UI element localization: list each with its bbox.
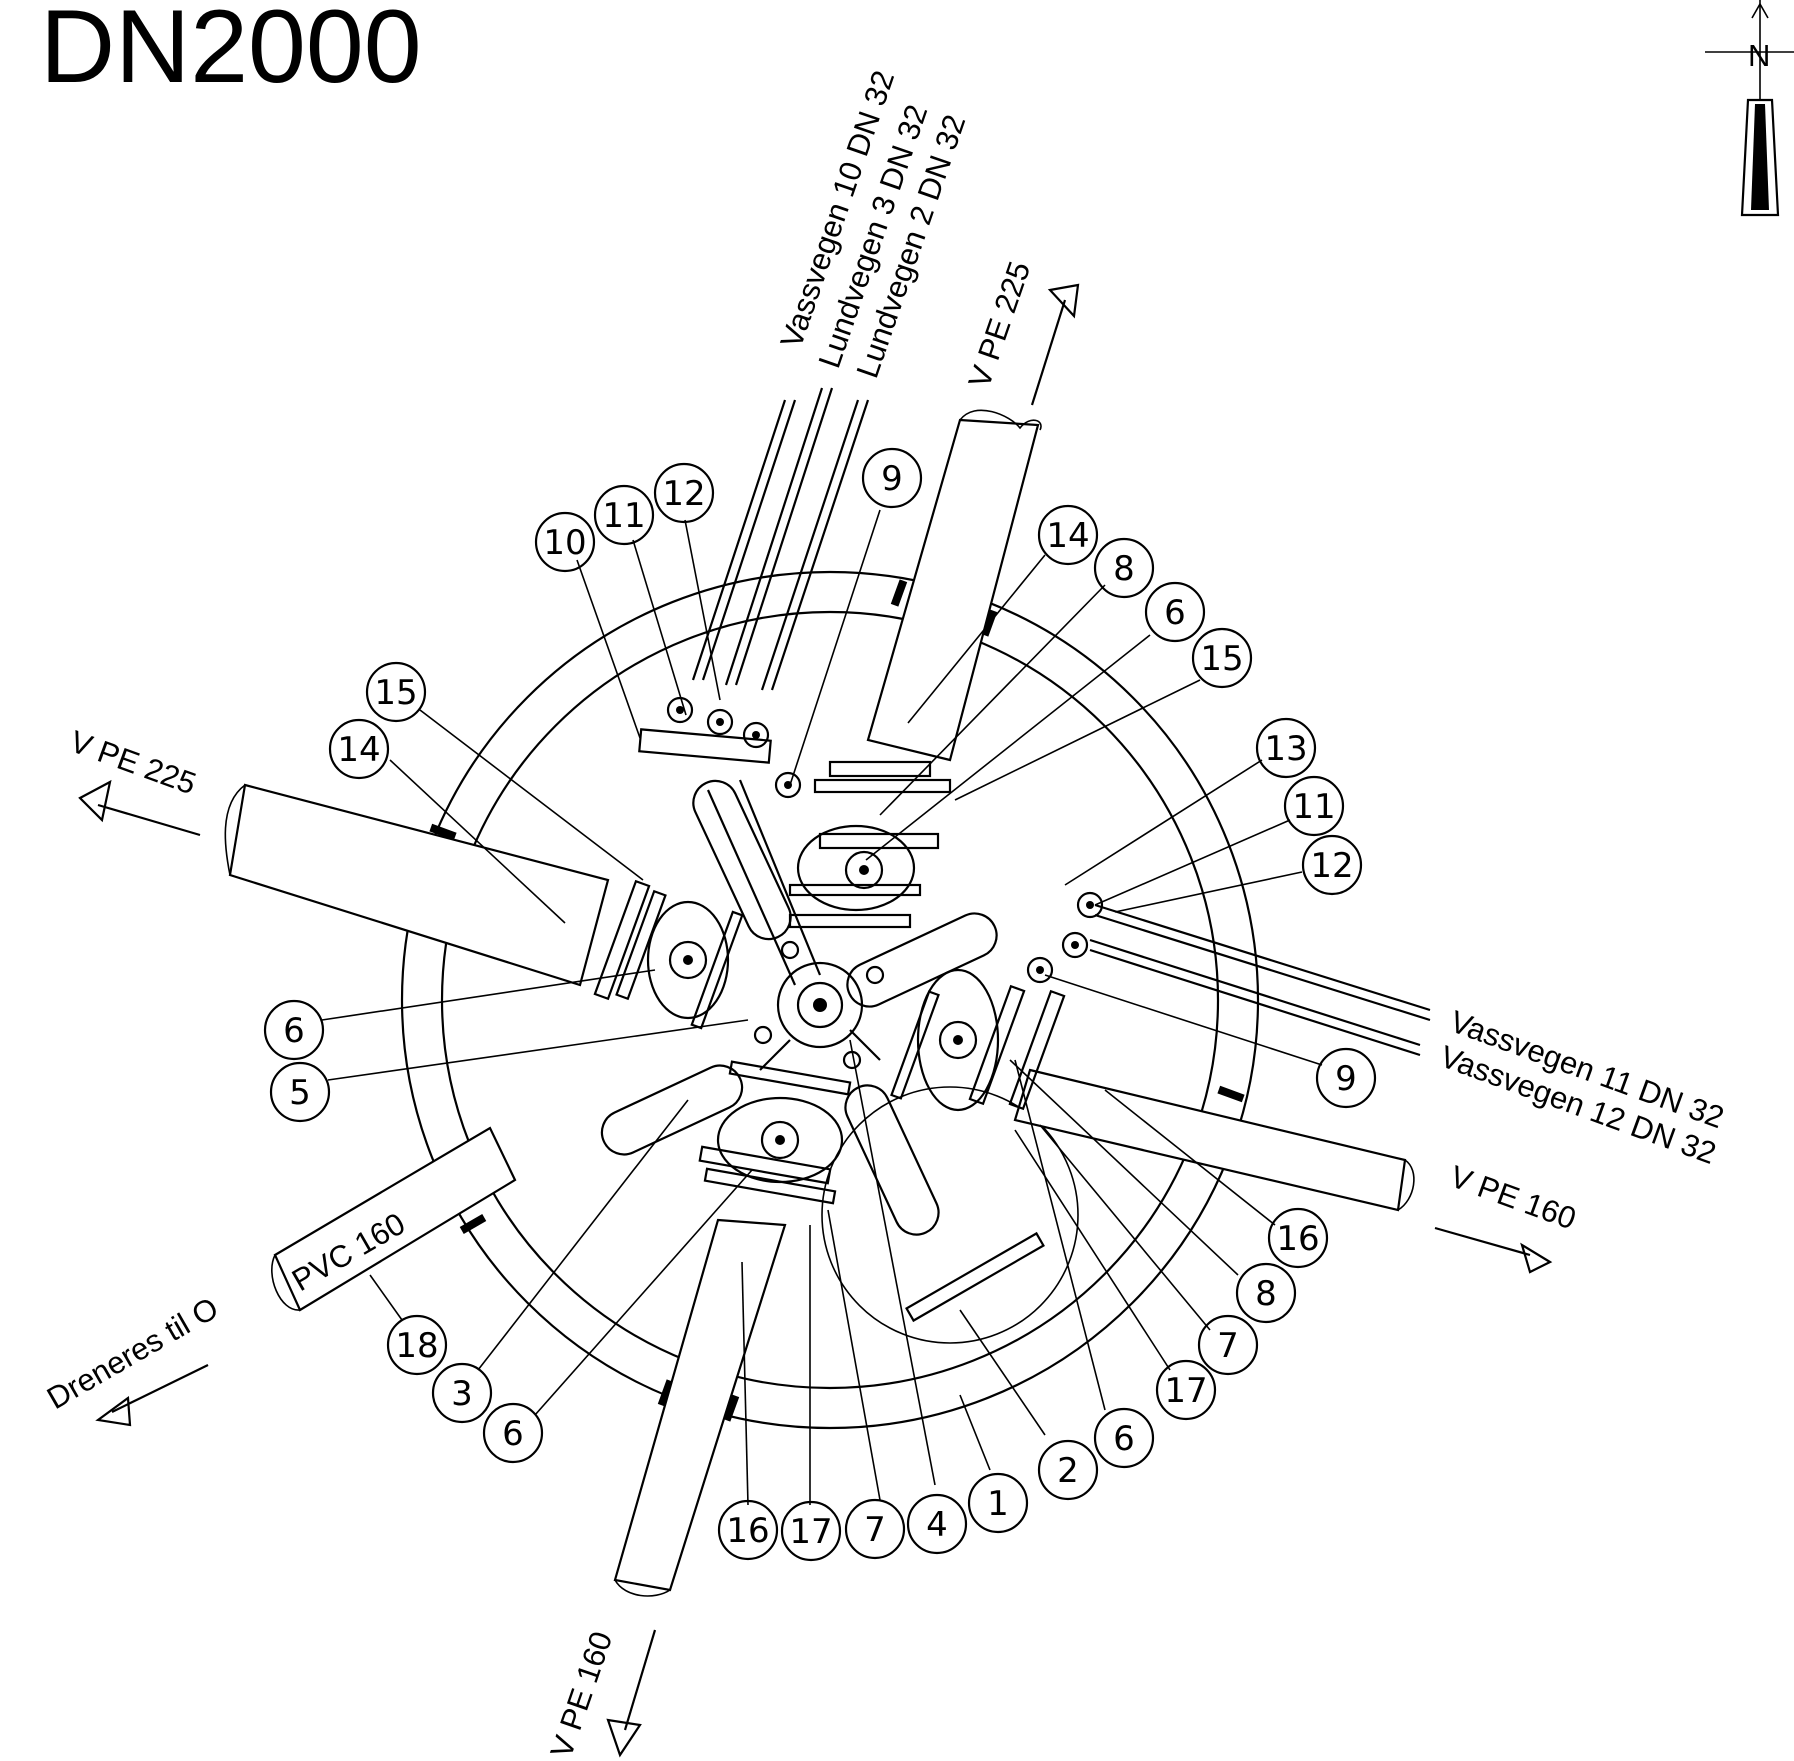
callout-18: 18 bbox=[386, 1314, 448, 1376]
central-hub bbox=[600, 779, 998, 1236]
callout-6-bottom-right: 6 bbox=[1093, 1407, 1155, 1469]
svg-text:14: 14 bbox=[1046, 516, 1089, 556]
svg-text:14: 14 bbox=[337, 730, 380, 770]
callout-17-right: 17 bbox=[1155, 1359, 1217, 1421]
north-letter: N bbox=[1748, 38, 1770, 73]
svg-text:2: 2 bbox=[1057, 1451, 1079, 1491]
label-vpe160-right: V PE 160 bbox=[1446, 1159, 1581, 1237]
label-vpe225-left: V PE 225 bbox=[66, 724, 201, 802]
drain-sump bbox=[905, 1231, 1045, 1323]
callout-6-left: 6 bbox=[263, 999, 325, 1061]
callout-7-bottom: 7 bbox=[844, 1498, 906, 1560]
callout-3: 3 bbox=[431, 1362, 493, 1424]
pipe-labels: Vassvegen 10 DN 32 Lundvegen 3 DN 32 Lun… bbox=[41, 66, 1729, 1761]
callout-8-top: 8 bbox=[1093, 537, 1155, 599]
callout-16-right: 16 bbox=[1267, 1207, 1329, 1269]
svg-text:9: 9 bbox=[1335, 1059, 1357, 1099]
svg-text:17: 17 bbox=[1164, 1371, 1207, 1411]
callout-leaders bbox=[321, 509, 1323, 1506]
callout-4: 4 bbox=[906, 1493, 968, 1555]
callout-5-left: 5 bbox=[269, 1061, 331, 1123]
callout-13-right: 13 bbox=[1255, 717, 1317, 779]
callout-9-top: 9 bbox=[861, 447, 923, 509]
svg-text:6: 6 bbox=[283, 1011, 305, 1051]
svg-text:18: 18 bbox=[395, 1326, 438, 1366]
callout-10-top: 10 bbox=[534, 511, 596, 573]
svg-text:17: 17 bbox=[789, 1512, 832, 1552]
callout-1: 1 bbox=[967, 1472, 1029, 1534]
svg-text:8: 8 bbox=[1255, 1274, 1277, 1314]
label-dreneres: Dreneres til O bbox=[41, 1290, 224, 1416]
drawing-title: DN2000 bbox=[40, 0, 422, 105]
callout-6-bottom-left: 6 bbox=[482, 1402, 544, 1464]
callout-9-right: 9 bbox=[1315, 1047, 1377, 1109]
svg-text:6: 6 bbox=[1164, 593, 1186, 633]
svg-text:16: 16 bbox=[1276, 1219, 1319, 1259]
callout-7-right: 7 bbox=[1197, 1314, 1259, 1376]
callout-17-bottom: 17 bbox=[780, 1500, 842, 1562]
flow-arrows bbox=[78, 283, 1553, 1758]
svg-text:8: 8 bbox=[1113, 549, 1135, 589]
callout-12-top: 12 bbox=[653, 462, 715, 524]
north-arrow-icon: N bbox=[1705, 0, 1794, 217]
svg-text:7: 7 bbox=[864, 1510, 886, 1550]
svg-text:6: 6 bbox=[1113, 1419, 1135, 1459]
callout-8-right: 8 bbox=[1235, 1262, 1297, 1324]
valve-assemblies bbox=[593, 760, 1066, 1205]
callout-2: 2 bbox=[1037, 1439, 1099, 1501]
svg-text:7: 7 bbox=[1217, 1326, 1239, 1366]
svg-text:12: 12 bbox=[1310, 846, 1353, 886]
callout-16-bottom: 16 bbox=[717, 1499, 779, 1561]
callout-11-top: 11 bbox=[593, 484, 655, 546]
manhole-rings bbox=[400, 570, 1260, 1430]
svg-text:12: 12 bbox=[662, 474, 705, 514]
svg-text:10: 10 bbox=[543, 523, 586, 563]
svg-text:3: 3 bbox=[451, 1374, 473, 1414]
service-lines-right bbox=[1026, 891, 1431, 1057]
svg-text:9: 9 bbox=[881, 459, 903, 499]
svg-text:11: 11 bbox=[1292, 787, 1335, 827]
callout-bubbles: 10 11 12 9 14 8 6 15 13 11 12 15 14 6 5 … bbox=[263, 447, 1377, 1562]
svg-text:15: 15 bbox=[374, 673, 417, 713]
callout-6-top: 6 bbox=[1144, 581, 1206, 643]
callout-15-top: 15 bbox=[1191, 627, 1253, 689]
svg-text:5: 5 bbox=[289, 1073, 311, 1113]
svg-text:6: 6 bbox=[502, 1414, 524, 1454]
svg-text:16: 16 bbox=[726, 1511, 769, 1551]
callout-14-left: 14 bbox=[328, 718, 390, 780]
service-lines-top bbox=[638, 387, 870, 799]
callout-14-top: 14 bbox=[1037, 504, 1099, 566]
svg-text:1: 1 bbox=[987, 1484, 1009, 1524]
callout-11-right: 11 bbox=[1283, 775, 1345, 837]
label-vpe225-top: V PE 225 bbox=[962, 257, 1038, 392]
label-vpe160-bottom: V PE 160 bbox=[544, 1627, 620, 1761]
callout-15-left: 15 bbox=[365, 661, 427, 723]
svg-text:13: 13 bbox=[1264, 729, 1307, 769]
svg-text:4: 4 bbox=[926, 1505, 948, 1545]
callout-12-right: 12 bbox=[1301, 834, 1363, 896]
svg-text:11: 11 bbox=[602, 496, 645, 536]
svg-text:15: 15 bbox=[1200, 639, 1243, 679]
